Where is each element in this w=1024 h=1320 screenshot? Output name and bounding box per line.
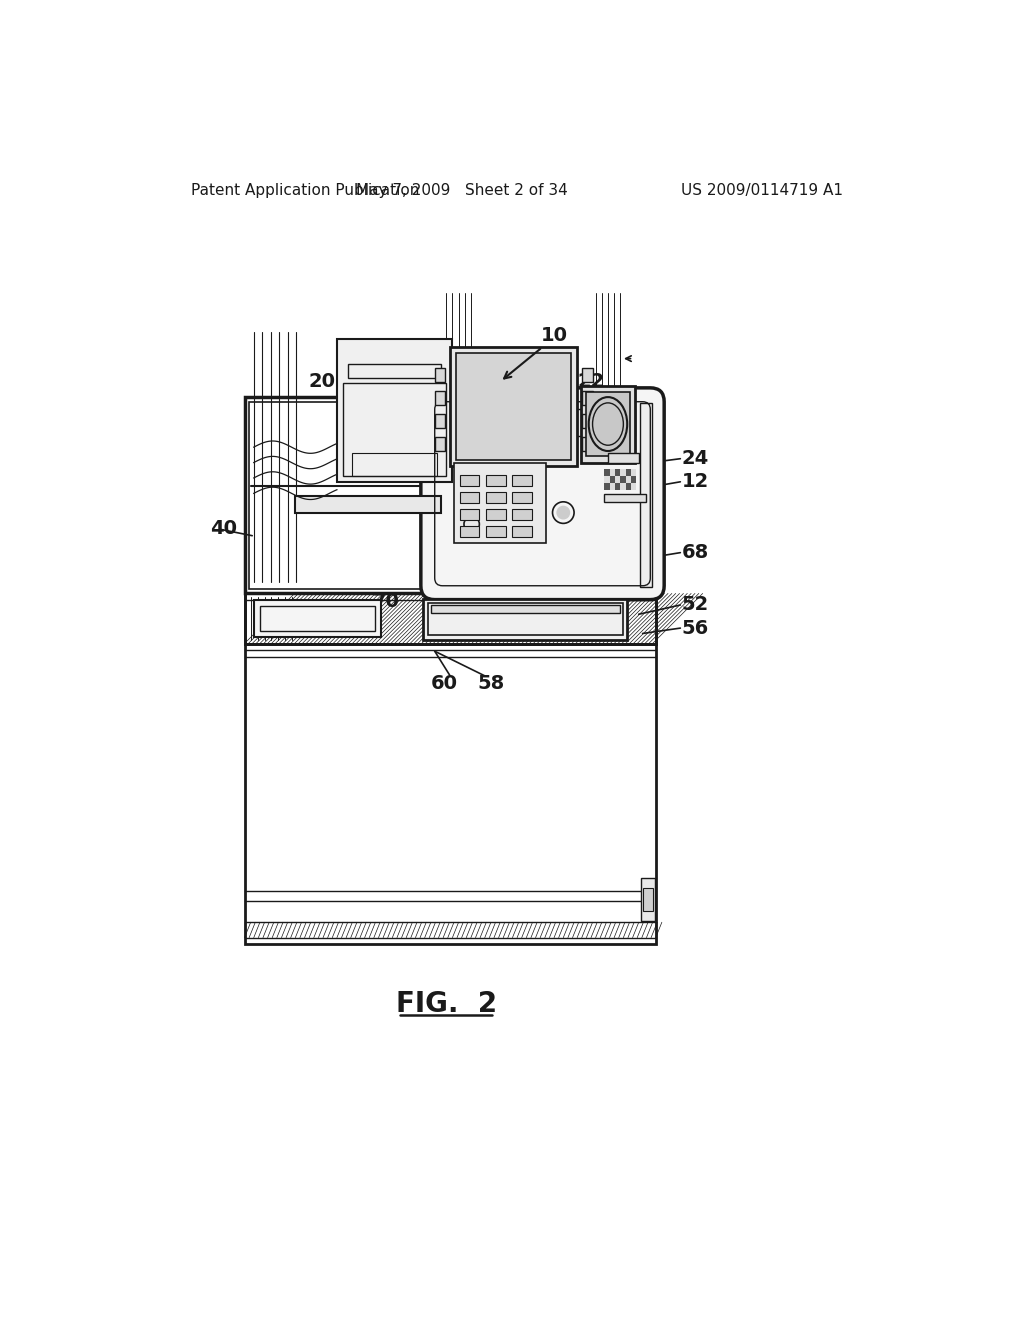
Bar [581,385,635,462]
Bar [512,508,531,520]
Bar [431,605,620,612]
Bar [451,347,578,466]
Bar [486,492,506,503]
Bar [609,470,614,477]
Bar [435,391,445,405]
Text: 60: 60 [431,675,458,693]
Bar [512,525,531,537]
Bar [245,594,656,644]
Bar [641,878,655,921]
Bar [640,404,652,587]
FancyArrowPatch shape [504,348,541,379]
Bar [451,409,635,437]
FancyArrowPatch shape [626,356,631,362]
Bar [621,477,626,483]
Text: 24: 24 [682,449,710,469]
Circle shape [556,506,570,520]
Text: 22: 22 [578,372,604,391]
Bar [352,453,437,475]
Bar [435,437,445,451]
Bar [249,401,426,589]
Bar [631,470,637,477]
Text: 40: 40 [210,519,237,537]
Bar [460,492,479,503]
Bar [245,923,656,937]
Bar [254,599,381,638]
Bar [604,494,646,502]
Text: May 7, 2009   Sheet 2 of 34: May 7, 2009 Sheet 2 of 34 [355,183,567,198]
Bar [582,368,593,381]
Bar [626,477,631,483]
Bar [604,483,609,490]
Text: 10: 10 [541,326,567,345]
Bar [423,599,628,640]
Bar [604,477,609,483]
Bar [608,453,639,463]
Bar [614,470,621,477]
Bar [486,475,506,487]
Bar [614,483,621,490]
Bar [260,606,375,631]
Bar [343,383,446,475]
Text: FIG.  2: FIG. 2 [395,990,497,1018]
Bar [643,888,652,911]
Bar [609,477,614,483]
Bar [604,470,609,477]
Text: 52: 52 [682,595,710,615]
Bar [621,483,626,490]
Bar [586,392,631,457]
Bar [337,339,453,482]
Text: 12: 12 [682,473,710,491]
Bar [486,525,506,537]
Bar [621,470,626,477]
Bar [486,508,506,520]
Bar [631,477,637,483]
Bar [348,364,441,378]
Text: Patent Application Publication: Patent Application Publication [190,183,419,198]
Bar [609,483,614,490]
Bar [245,644,656,944]
FancyBboxPatch shape [421,388,665,599]
Bar [582,414,593,428]
Bar [631,483,637,490]
Bar [614,477,621,483]
Text: 70: 70 [373,591,400,611]
Bar [582,437,593,451]
Text: 58: 58 [477,675,505,693]
Bar [245,397,656,594]
Bar [295,496,441,512]
Bar [435,368,445,381]
Bar [435,414,445,428]
Text: 20: 20 [308,372,335,391]
Bar [460,525,479,537]
Bar [582,391,593,405]
Bar [626,483,631,490]
Bar [460,475,479,487]
Bar [626,470,631,477]
Bar [457,354,571,461]
Text: 68: 68 [682,543,710,562]
Bar [454,462,547,544]
Bar [428,603,623,635]
Bar [245,594,656,644]
Bar [512,492,531,503]
Bar [512,475,531,487]
Text: 56: 56 [682,619,710,638]
Bar [460,508,479,520]
Text: US 2009/0114719 A1: US 2009/0114719 A1 [681,183,843,198]
